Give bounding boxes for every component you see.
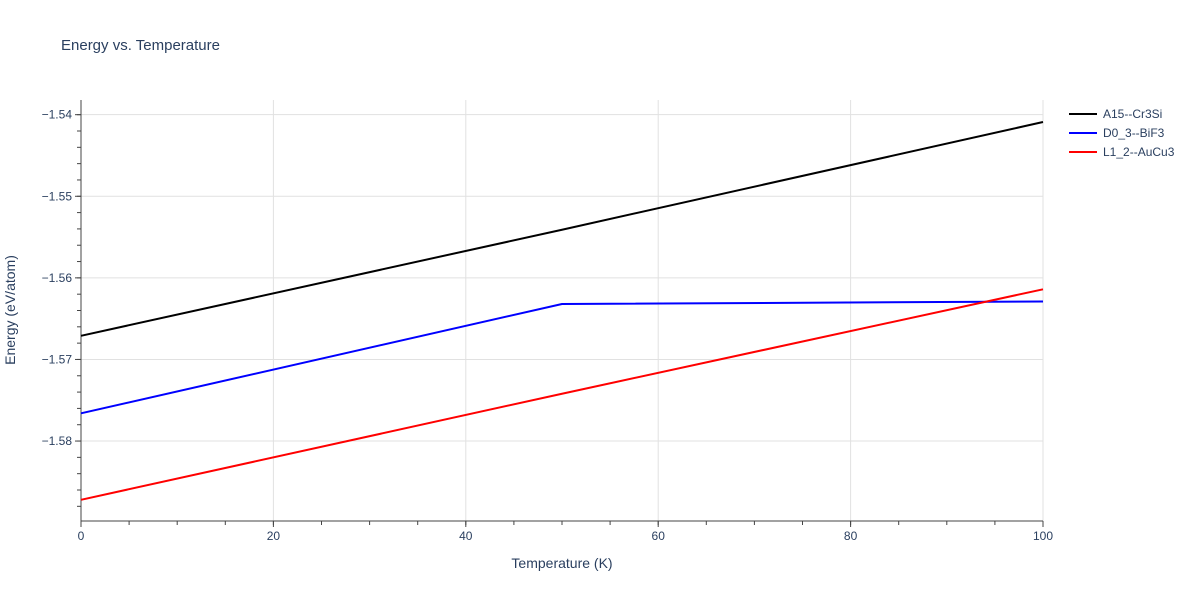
axis-layer: 0 20 40 60 80 100 −1.58 −1.57 −1.56 −1.55 −1.54 xyxy=(42,100,1053,543)
x-tick-label: 60 xyxy=(652,529,666,543)
series-line xyxy=(80,288,1044,501)
legend: A15--Cr3Si D0_3--BiF3 L1_2--AuCu3 xyxy=(1069,107,1175,159)
series-line xyxy=(80,300,1044,415)
y-tick-label: −1.57 xyxy=(42,352,73,366)
x-tick-label: 80 xyxy=(844,529,858,543)
legend-label: D0_3--BiF3 xyxy=(1103,126,1165,140)
legend-label: A15--Cr3Si xyxy=(1103,107,1162,121)
y-tick-label: −1.54 xyxy=(42,108,73,122)
series-layer xyxy=(80,121,1044,501)
y-tick-label: −1.56 xyxy=(42,271,73,285)
y-tick-label: −1.55 xyxy=(42,189,73,203)
grid-layer xyxy=(81,100,1044,521)
y-axis-title: Energy (eV/atom) xyxy=(2,255,18,365)
legend-label: L1_2--AuCu3 xyxy=(1103,145,1175,159)
x-tick-label: 0 xyxy=(78,529,85,543)
x-axis-title: Temperature (K) xyxy=(511,555,612,571)
x-tick-label: 100 xyxy=(1033,529,1053,543)
x-tick-label: 40 xyxy=(459,529,473,543)
series-line xyxy=(80,121,1044,337)
x-tick-label: 20 xyxy=(267,529,281,543)
y-tick-label: −1.58 xyxy=(42,434,73,448)
chart-title: Energy vs. Temperature xyxy=(61,37,220,54)
